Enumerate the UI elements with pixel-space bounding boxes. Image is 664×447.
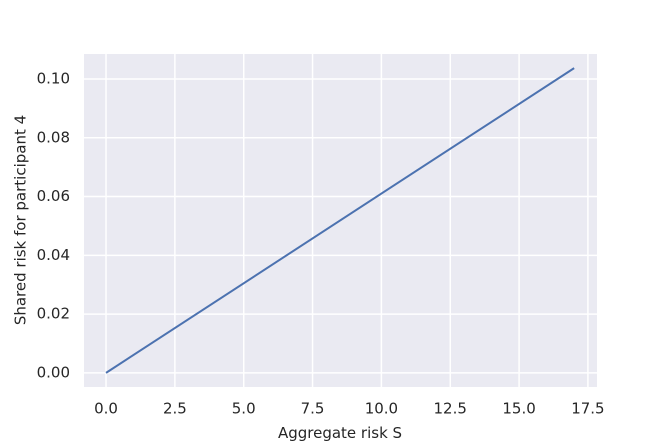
- x-tick-label: 5.0: [232, 400, 256, 418]
- x-tick-label: 10.0: [365, 400, 398, 418]
- y-tick-label: 0.02: [37, 305, 70, 323]
- x-tick-label: 15.0: [502, 400, 535, 418]
- x-tick-label: 7.5: [301, 400, 325, 418]
- x-tick-label: 0.0: [94, 400, 118, 418]
- x-tick-label: 17.5: [571, 400, 604, 418]
- y-tick-label: 0.10: [37, 69, 70, 87]
- y-tick-label: 0.08: [37, 128, 70, 146]
- x-tick-label: 12.5: [434, 400, 467, 418]
- y-tick-label: 0.06: [37, 187, 70, 205]
- x-axis-label: Aggregate risk S: [278, 424, 402, 442]
- line: [105, 67, 575, 374]
- x-tick-label: 2.5: [163, 400, 187, 418]
- y-tick-label: 0.00: [37, 363, 70, 381]
- y-tick-label: 0.04: [37, 246, 70, 264]
- y-axis-label: Shared risk for participant 4: [12, 115, 30, 325]
